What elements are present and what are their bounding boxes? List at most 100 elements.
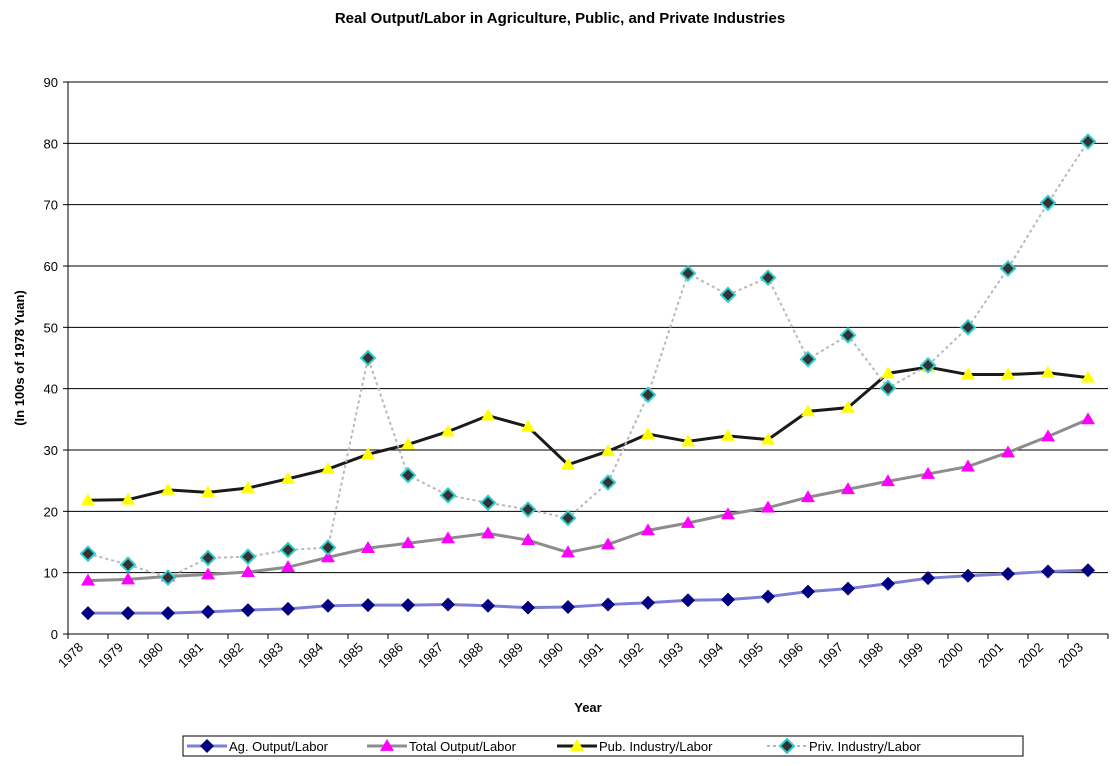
data-point <box>919 356 937 374</box>
data-point <box>399 466 417 484</box>
data-point <box>601 444 615 457</box>
x-tick-label: 1982 <box>215 640 246 671</box>
x-tick-label: 1980 <box>135 640 166 671</box>
x-tick-label: 1996 <box>775 640 806 671</box>
data-point <box>281 560 295 573</box>
data-point <box>161 606 175 621</box>
data-point <box>1041 564 1055 579</box>
data-point <box>239 548 257 566</box>
data-point <box>521 419 535 432</box>
data-point <box>961 459 975 472</box>
data-point <box>241 481 255 493</box>
y-tick-label: 90 <box>44 75 58 90</box>
data-point <box>601 537 615 550</box>
data-point <box>161 482 175 495</box>
data-point <box>561 600 575 615</box>
data-point <box>81 493 95 506</box>
x-tick-label: 1979 <box>95 640 126 671</box>
data-point <box>481 408 495 421</box>
data-point <box>441 531 455 544</box>
data-point <box>1001 445 1015 458</box>
data-point <box>1001 367 1015 380</box>
data-point <box>721 428 735 441</box>
data-point <box>241 603 255 618</box>
data-point <box>319 539 337 556</box>
data-point <box>841 482 855 495</box>
x-tick-label: 1988 <box>455 640 486 671</box>
x-tick-label: 1986 <box>375 640 406 671</box>
x-tick-label: 2003 <box>1055 640 1086 671</box>
data-point <box>361 598 375 613</box>
data-point <box>1039 194 1057 212</box>
data-point <box>641 427 655 439</box>
x-tick-label: 1983 <box>255 640 286 671</box>
data-point <box>201 567 215 580</box>
data-point <box>881 576 895 591</box>
legend-label: Pub. Industry/Labor <box>599 739 713 754</box>
data-point <box>1041 365 1055 378</box>
legend-marker <box>200 739 214 753</box>
data-point <box>439 486 457 504</box>
data-point <box>441 424 455 437</box>
data-point <box>841 581 855 596</box>
data-point <box>1001 566 1015 581</box>
data-point <box>81 606 95 621</box>
x-tick-label: 1992 <box>615 640 646 671</box>
chart-title: Real Output/Labor in Agriculture, Public… <box>335 10 785 27</box>
data-point <box>1081 563 1095 578</box>
x-tick-label: 1991 <box>575 640 606 671</box>
data-point <box>441 597 455 612</box>
data-point <box>639 386 657 404</box>
legend-box <box>182 735 1024 757</box>
data-point <box>521 600 535 615</box>
data-point <box>241 565 255 577</box>
y-tick-label: 0 <box>51 627 58 642</box>
data-point <box>881 366 895 379</box>
y-tick-label: 60 <box>44 259 58 274</box>
data-point <box>481 598 495 613</box>
data-point <box>599 474 617 491</box>
legend-marker <box>778 737 796 755</box>
data-point <box>481 526 495 539</box>
data-point <box>719 286 737 304</box>
data-point <box>279 541 297 559</box>
x-tick-label: 1978 <box>55 640 86 671</box>
y-tick-label: 80 <box>44 136 58 151</box>
data-point <box>519 501 537 518</box>
y-tick-label: 70 <box>44 198 58 213</box>
data-point <box>281 471 295 484</box>
x-tick-label: 1990 <box>535 640 566 671</box>
legend-marker <box>570 739 584 751</box>
x-tick-label: 1995 <box>735 640 766 671</box>
data-point <box>801 490 815 503</box>
data-point <box>479 494 497 512</box>
data-point <box>199 549 217 567</box>
data-point <box>1081 370 1095 383</box>
data-point <box>961 367 975 380</box>
data-point <box>799 350 817 368</box>
legend-label: Total Output/Labor <box>409 739 517 754</box>
legend-label: Ag. Output/Labor <box>229 739 329 754</box>
data-point <box>721 507 735 520</box>
series-line <box>88 568 1089 615</box>
data-point <box>321 462 335 474</box>
data-point <box>121 606 135 621</box>
y-tick-label: 10 <box>44 566 58 581</box>
data-point <box>119 556 137 574</box>
data-point <box>761 589 775 604</box>
data-point <box>401 536 415 549</box>
data-point <box>1081 412 1095 425</box>
data-point <box>921 466 935 479</box>
data-point <box>839 326 857 344</box>
x-tick-label: 1981 <box>175 640 206 671</box>
y-tick-label: 20 <box>44 504 58 519</box>
data-point <box>559 509 577 527</box>
x-tick-label: 1985 <box>335 640 366 671</box>
data-point <box>121 492 135 505</box>
data-point <box>81 573 95 586</box>
data-point <box>361 541 375 554</box>
data-point <box>879 379 897 397</box>
x-tick-label: 1998 <box>855 640 886 671</box>
x-tick-label: 1997 <box>815 640 846 671</box>
data-point <box>121 572 135 585</box>
